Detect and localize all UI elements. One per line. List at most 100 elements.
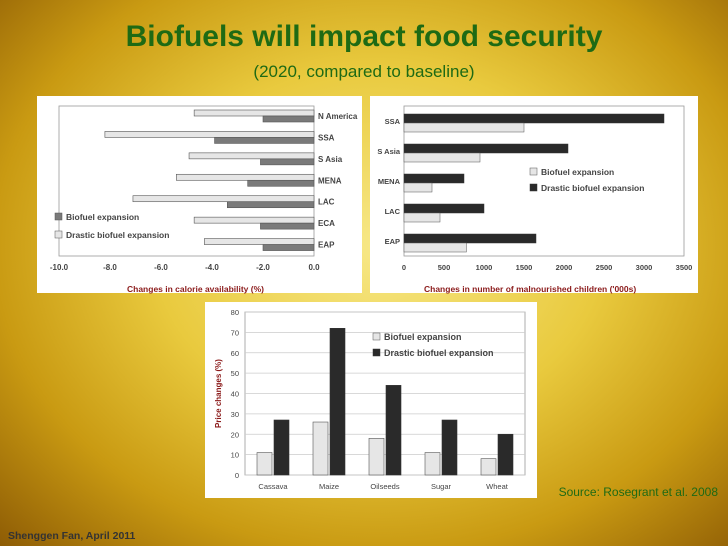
category-label-4: EAP bbox=[385, 237, 400, 246]
price-chart-panel: 0 10 20 30 40 50 60 70 80 Cassava Maize Oilseeds Sug… bbox=[205, 302, 537, 498]
bar-biofuel-5 bbox=[260, 222, 315, 230]
y-tick-label-5: 50 bbox=[231, 369, 239, 378]
calorie-chart-title: Changes in calorie availability (%) bbox=[127, 284, 264, 294]
y-tick-label-8: 80 bbox=[231, 308, 239, 317]
category-label-0: Cassava bbox=[258, 482, 288, 491]
bar-drastic-6 bbox=[204, 238, 315, 245]
x-tick-label-5: 2500 bbox=[596, 263, 613, 272]
bar-biofuel-4 bbox=[480, 458, 497, 476]
bar-drastic-4 bbox=[497, 433, 514, 476]
legend-label-biofuel: Biofuel expansion bbox=[384, 332, 462, 342]
bar-drastic-1 bbox=[329, 327, 346, 476]
legend-label-drastic: Drastic biofuel expansion bbox=[66, 230, 169, 240]
bar-biofuel-0 bbox=[403, 122, 525, 133]
bar-biofuel-2 bbox=[403, 182, 433, 193]
x-tick-label-7: 3500 bbox=[676, 263, 693, 272]
x-tick-label-4: -2.0 bbox=[256, 263, 270, 272]
legend-swatch-drastic bbox=[529, 183, 538, 192]
category-label-4: LAC bbox=[318, 198, 335, 207]
bar-drastic-1 bbox=[403, 143, 569, 154]
bar-biofuel-4 bbox=[403, 242, 467, 253]
x-tick-label-0: 0 bbox=[402, 263, 406, 272]
legend-label-drastic: Drastic biofuel expansion bbox=[541, 183, 644, 193]
bar-drastic-3 bbox=[441, 419, 458, 476]
legend-label-drastic: Drastic biofuel expansion bbox=[384, 348, 494, 358]
category-label-2: Oilseeds bbox=[370, 482, 399, 491]
bar-biofuel-3 bbox=[247, 179, 315, 187]
bar-biofuel-6 bbox=[262, 244, 315, 251]
bar-biofuel-4 bbox=[227, 201, 315, 209]
slide-title: Biofuels will impact food security bbox=[125, 20, 603, 53]
bar-drastic-5 bbox=[193, 216, 315, 224]
legend-swatch-drastic bbox=[54, 230, 63, 239]
bar-biofuel-2 bbox=[368, 438, 385, 476]
y-axis-label: Price changes (%) bbox=[214, 359, 223, 428]
legend-label-biofuel: Biofuel expansion bbox=[66, 212, 139, 222]
x-tick-label-3: -4.0 bbox=[205, 263, 219, 272]
legend-swatch-drastic bbox=[372, 348, 381, 357]
bar-drastic-3 bbox=[176, 173, 315, 181]
category-label-2: S Asia bbox=[318, 155, 343, 164]
bar-drastic-4 bbox=[132, 195, 315, 203]
bar-biofuel-0 bbox=[256, 452, 273, 476]
y-tick-label-2: 20 bbox=[231, 430, 239, 439]
bar-drastic-0 bbox=[193, 109, 315, 117]
category-label-3: Sugar bbox=[431, 482, 452, 491]
source-note: Source: Rosegrant et al. 2008 bbox=[558, 485, 718, 499]
malnourished-chart-title: Changes in number of malnourished childr… bbox=[424, 284, 637, 294]
bar-drastic-4 bbox=[403, 233, 537, 244]
x-tick-label-1: 500 bbox=[438, 263, 451, 272]
category-label-3: MENA bbox=[318, 176, 342, 185]
bar-biofuel-0 bbox=[262, 115, 315, 123]
y-tick-label-1: 10 bbox=[231, 451, 239, 460]
malnourished-chart-panel: SSA S Asia MENA LAC EAP 0 500 1000 1500 2000 2500 3… bbox=[370, 96, 698, 293]
category-label-0: N America bbox=[318, 112, 358, 121]
legend-swatch-biofuel bbox=[54, 212, 63, 221]
bar-drastic-0 bbox=[403, 113, 665, 124]
bar-drastic-2 bbox=[385, 385, 402, 476]
category-label-5: ECA bbox=[318, 219, 335, 228]
bar-biofuel-3 bbox=[403, 212, 441, 223]
legend-swatch-biofuel bbox=[529, 167, 538, 176]
category-label-1: S Asia bbox=[377, 147, 400, 156]
category-label-0: SSA bbox=[385, 117, 401, 126]
bar-drastic-2 bbox=[188, 152, 315, 160]
category-label-4: Wheat bbox=[486, 482, 509, 491]
bar-drastic-2 bbox=[403, 173, 465, 184]
y-tick-label-0: 0 bbox=[235, 471, 239, 480]
x-tick-label-6: 3000 bbox=[636, 263, 653, 272]
slide-subtitle: (2020, compared to baseline) bbox=[253, 62, 475, 81]
bar-biofuel-1 bbox=[214, 137, 315, 144]
category-label-3: LAC bbox=[385, 207, 401, 216]
category-label-2: MENA bbox=[378, 177, 401, 186]
y-tick-label-7: 70 bbox=[231, 328, 239, 337]
x-tick-label-2: 1000 bbox=[476, 263, 493, 272]
category-label-1: Maize bbox=[319, 482, 339, 491]
x-tick-label-2: -6.0 bbox=[154, 263, 168, 272]
malnourished-chart: SSA S Asia MENA LAC EAP 0 500 1000 1500 2000 2500 3… bbox=[377, 105, 693, 272]
bar-drastic-0 bbox=[273, 419, 290, 476]
legend-swatch-biofuel bbox=[372, 332, 381, 341]
category-label-6: EAP bbox=[318, 241, 335, 250]
x-tick-label-1: -8.0 bbox=[103, 263, 117, 272]
legend-label-biofuel: Biofuel expansion bbox=[541, 167, 614, 177]
y-tick-label-4: 40 bbox=[231, 390, 239, 399]
x-tick-label-3: 1500 bbox=[516, 263, 533, 272]
y-tick-label-6: 60 bbox=[231, 349, 239, 358]
bar-biofuel-3 bbox=[424, 452, 441, 476]
bar-biofuel-1 bbox=[403, 152, 481, 163]
footer-author: Shenggen Fan, April 2011 bbox=[8, 530, 136, 542]
x-tick-label-0: -10.0 bbox=[50, 263, 69, 272]
bar-biofuel-1 bbox=[312, 421, 329, 476]
calorie-chart: N America SSA S Asia MENA LAC ECA EAP -10.0 -8.0… bbox=[50, 105, 358, 272]
bar-drastic-3 bbox=[403, 203, 485, 214]
bar-biofuel-2 bbox=[260, 158, 315, 166]
y-tick-label-3: 30 bbox=[231, 410, 239, 419]
price-chart: 0 10 20 30 40 50 60 70 80 Cassava Maize Oilseeds Sug… bbox=[214, 308, 526, 491]
x-tick-label-5: 0.0 bbox=[308, 263, 320, 272]
x-tick-label-4: 2000 bbox=[556, 263, 573, 272]
category-label-1: SSA bbox=[318, 133, 335, 142]
calorie-chart-panel: N America SSA S Asia MENA LAC ECA EAP -10.0 -8.0… bbox=[37, 96, 362, 293]
bar-drastic-1 bbox=[104, 131, 315, 138]
